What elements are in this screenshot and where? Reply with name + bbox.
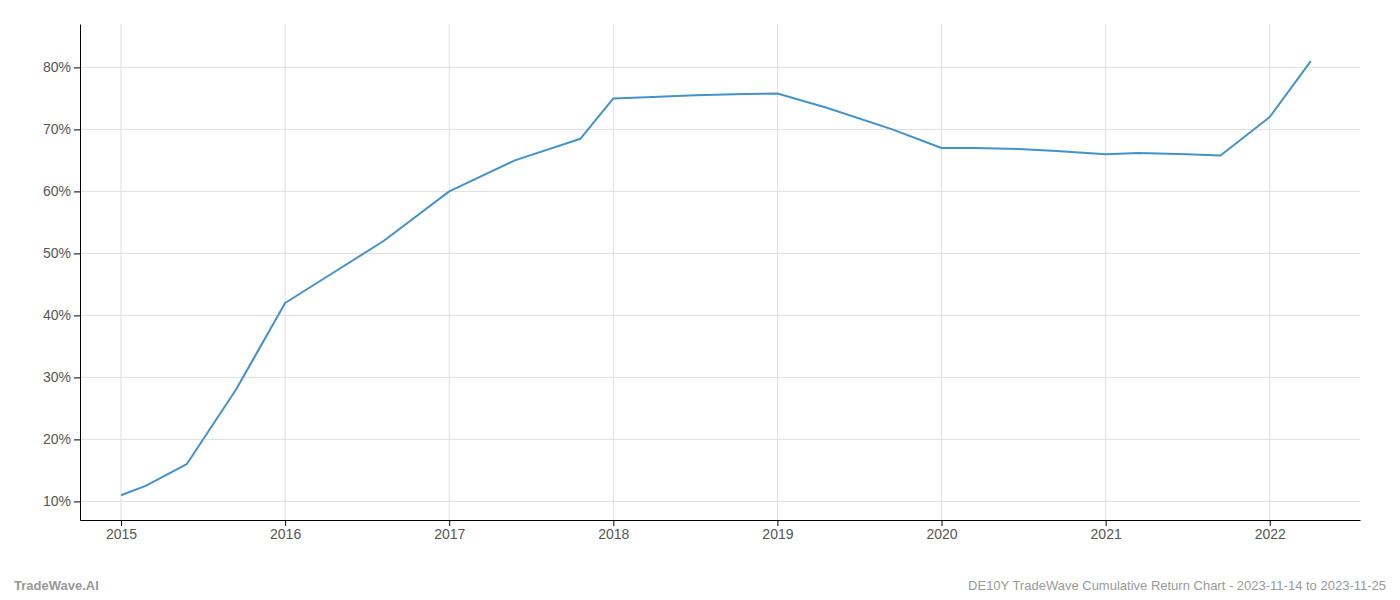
y-axis-tick-label: 40% <box>43 307 71 323</box>
y-axis-tick-label: 30% <box>43 369 71 385</box>
grid-line-x <box>777 24 778 520</box>
grid-line-x <box>285 24 286 520</box>
y-axis-tick: 30% <box>43 369 80 385</box>
y-axis-tick: 20% <box>43 431 80 447</box>
y-axis-tick: 50% <box>43 245 80 261</box>
y-axis-tick-label: 20% <box>43 431 71 447</box>
grid-line-y <box>80 501 1360 502</box>
grid-line-x <box>449 24 450 520</box>
y-axis-tick-label: 10% <box>43 493 71 509</box>
y-axis-tick-label: 60% <box>43 183 71 199</box>
grid-line-y <box>80 129 1360 130</box>
footer-left: TradeWave.AI <box>14 578 99 593</box>
grid-line-x <box>941 24 942 520</box>
y-axis-tick-mark <box>74 315 80 316</box>
plot: 2015 2016 2017 2018 2019 2020 2021 2022 10% 20% 30… <box>43 24 1361 542</box>
y-axis-tick-mark <box>74 377 80 378</box>
grid-line-y <box>80 253 1360 254</box>
y-axis-tick-mark <box>74 501 80 502</box>
y-axis-tick: 10% <box>43 493 80 509</box>
y-axis-tick-label: 80% <box>43 59 71 75</box>
y-axis-tick: 70% <box>43 121 80 137</box>
x-axis-tick: 2016 <box>270 520 301 542</box>
x-axis-tick: 2019 <box>762 520 793 542</box>
x-axis-tick-label: 2021 <box>1091 526 1122 542</box>
x-axis-line <box>81 520 1361 521</box>
x-axis-tick: 2022 <box>1255 520 1286 542</box>
marks <box>121 61 1311 495</box>
x-axis-tick-label: 2018 <box>598 526 629 542</box>
x-axis-tick-label: 2017 <box>434 526 465 542</box>
grid-line-x <box>1269 24 1270 520</box>
y-axis-tick-label: 50% <box>43 245 71 261</box>
grid-line-y <box>80 191 1360 192</box>
x-axis: 2015 2016 2017 2018 2019 2020 2021 2022 <box>81 520 1361 542</box>
y-axis-tick-mark <box>74 191 80 192</box>
grid-line-y <box>80 439 1360 440</box>
x-axis-tick-label: 2016 <box>270 526 301 542</box>
grid-line-y <box>80 377 1360 378</box>
y-axis-tick-mark <box>74 129 80 130</box>
grid-line-y <box>80 315 1360 316</box>
y-axis-tick: 80% <box>43 59 80 75</box>
y-axis-line <box>80 25 81 521</box>
x-axis-tick: 2015 <box>106 520 137 542</box>
chart: 2015 2016 2017 2018 2019 2020 2021 2022 10% 20% 30… <box>0 0 1400 600</box>
grid-line-y <box>80 67 1360 68</box>
y-axis-tick-mark <box>74 253 80 254</box>
x-axis-tick: 2018 <box>598 520 629 542</box>
grid-line-x <box>121 24 122 520</box>
x-axis-tick: 2021 <box>1091 520 1122 542</box>
x-axis-tick-label: 2020 <box>926 526 957 542</box>
y-axis-tick: 40% <box>43 307 80 323</box>
x-axis-tick-label: 2019 <box>762 526 793 542</box>
grid-line-x <box>1105 24 1106 520</box>
footer-right: DE10Y TradeWave Cumulative Return Chart … <box>968 578 1386 593</box>
grid <box>80 24 1360 520</box>
y-axis: 10% 20% 30% 40% 50% 60% 70% 80% <box>43 25 81 521</box>
y-axis-tick: 60% <box>43 183 80 199</box>
y-axis-tick-mark <box>74 67 80 68</box>
x-axis-tick-label: 2015 <box>106 526 137 542</box>
line <box>121 61 1311 495</box>
y-axis-tick-label: 70% <box>43 121 71 137</box>
y-axis-tick-mark <box>74 439 80 440</box>
x-axis-tick-label: 2022 <box>1255 526 1286 542</box>
x-axis-tick: 2020 <box>926 520 957 542</box>
x-axis-tick: 2017 <box>434 520 465 542</box>
